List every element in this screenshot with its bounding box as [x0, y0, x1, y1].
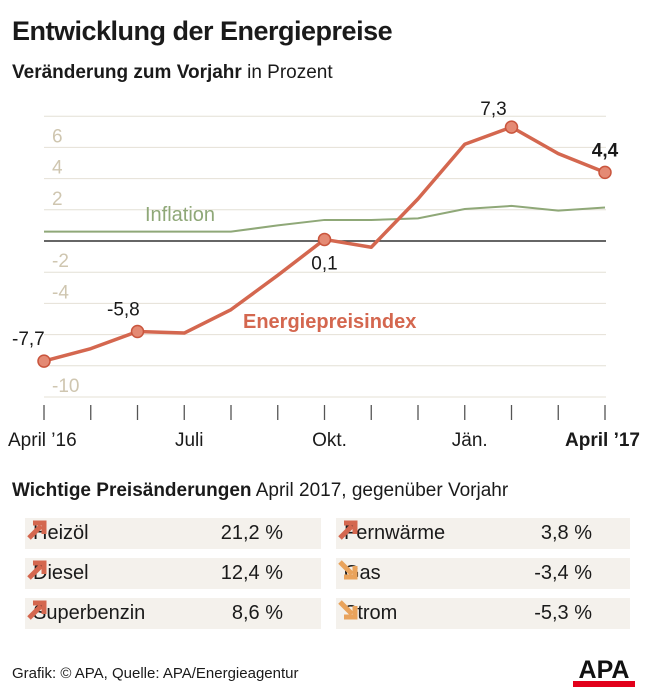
y-tick-label: -10 — [52, 376, 79, 397]
price-change-row: Diesel 12,4 % — [25, 558, 321, 589]
x-tick-label: April ’17 — [565, 430, 640, 451]
y-tick-label: 2 — [52, 189, 63, 210]
data-label: 7,3 — [480, 99, 506, 120]
row-value: 21,2 % — [220, 522, 283, 544]
line-chart: 6 4 2 -2 -4 -10 April ’16 Juli Okt. Jän. April ’17… — [8, 99, 640, 451]
row-value: 3,8 % — [540, 522, 592, 544]
price-change-row: Gas -3,4 % — [336, 558, 630, 589]
arrow-up-right-icon — [27, 560, 47, 580]
price-change-row: Strom -5,3 % — [336, 598, 630, 629]
inflation-line — [44, 204, 606, 233]
data-label: 0,1 — [311, 253, 337, 274]
row-value: -3,4 % — [534, 562, 592, 584]
source-credit: Grafik: © APA, Quelle: APA/Energieagentu… — [12, 665, 299, 682]
data-point — [598, 165, 612, 180]
svg-text:APA: APA — [579, 656, 630, 684]
y-tick-label: -4 — [52, 282, 69, 303]
arrow-down-right-icon — [338, 600, 358, 620]
table-heading-rest: April 2017, gegenüber Vorjahr — [251, 480, 509, 501]
y-tick-label: -2 — [52, 251, 69, 272]
row-label: Fernwärme — [344, 522, 446, 544]
data-label: -7,7 — [12, 329, 45, 350]
page-title: Entwicklung der Energiepreise — [12, 16, 393, 46]
data-label: 4,4 — [592, 140, 619, 161]
row-value: -5,3 % — [534, 602, 592, 624]
data-point — [504, 120, 519, 134]
price-change-row: Fernwärme 3,8 % — [336, 518, 630, 549]
inflation-series-label: Inflation — [145, 204, 215, 226]
x-tick-label: Okt. — [312, 430, 347, 451]
y-tick-label: 6 — [52, 126, 63, 147]
table-heading-bold: Wichtige Preisänderungen — [12, 480, 252, 501]
energy-series-label: Energiepreisindex — [243, 311, 416, 333]
data-label: -5,8 — [107, 299, 140, 320]
price-change-row: Superbenzin 8,6 % — [25, 598, 321, 629]
row-label: Superbenzin — [33, 602, 146, 624]
x-tick-label: April ’16 — [8, 430, 77, 451]
arrow-up-right-icon — [27, 600, 47, 620]
y-tick-label: 4 — [52, 158, 63, 179]
row-value: 12,4 % — [220, 562, 283, 584]
x-tick-label: Jän. — [452, 430, 488, 451]
subtitle: Veränderung zum Vorjahr in Prozent — [12, 62, 333, 84]
data-point — [130, 324, 145, 339]
table-heading: Wichtige Preisänderungen April 2017, geg… — [12, 480, 508, 502]
price-change-row: Heizöl 21,2 % — [25, 518, 321, 549]
apa-logo: APA — [573, 656, 635, 687]
x-tick-label: Juli — [175, 430, 204, 451]
subtitle-bold: Veränderung zum Vorjahr — [12, 62, 242, 83]
row-label: Heizöl — [33, 522, 89, 544]
arrow-up-right-icon — [27, 520, 47, 540]
data-point — [37, 354, 51, 368]
subtitle-rest: in Prozent — [241, 62, 333, 83]
arrow-down-right-icon — [338, 560, 358, 580]
arrow-up-right-icon — [338, 520, 358, 540]
row-label: Diesel — [33, 562, 89, 584]
data-point — [317, 232, 332, 247]
row-value: 8,6 % — [231, 602, 283, 624]
